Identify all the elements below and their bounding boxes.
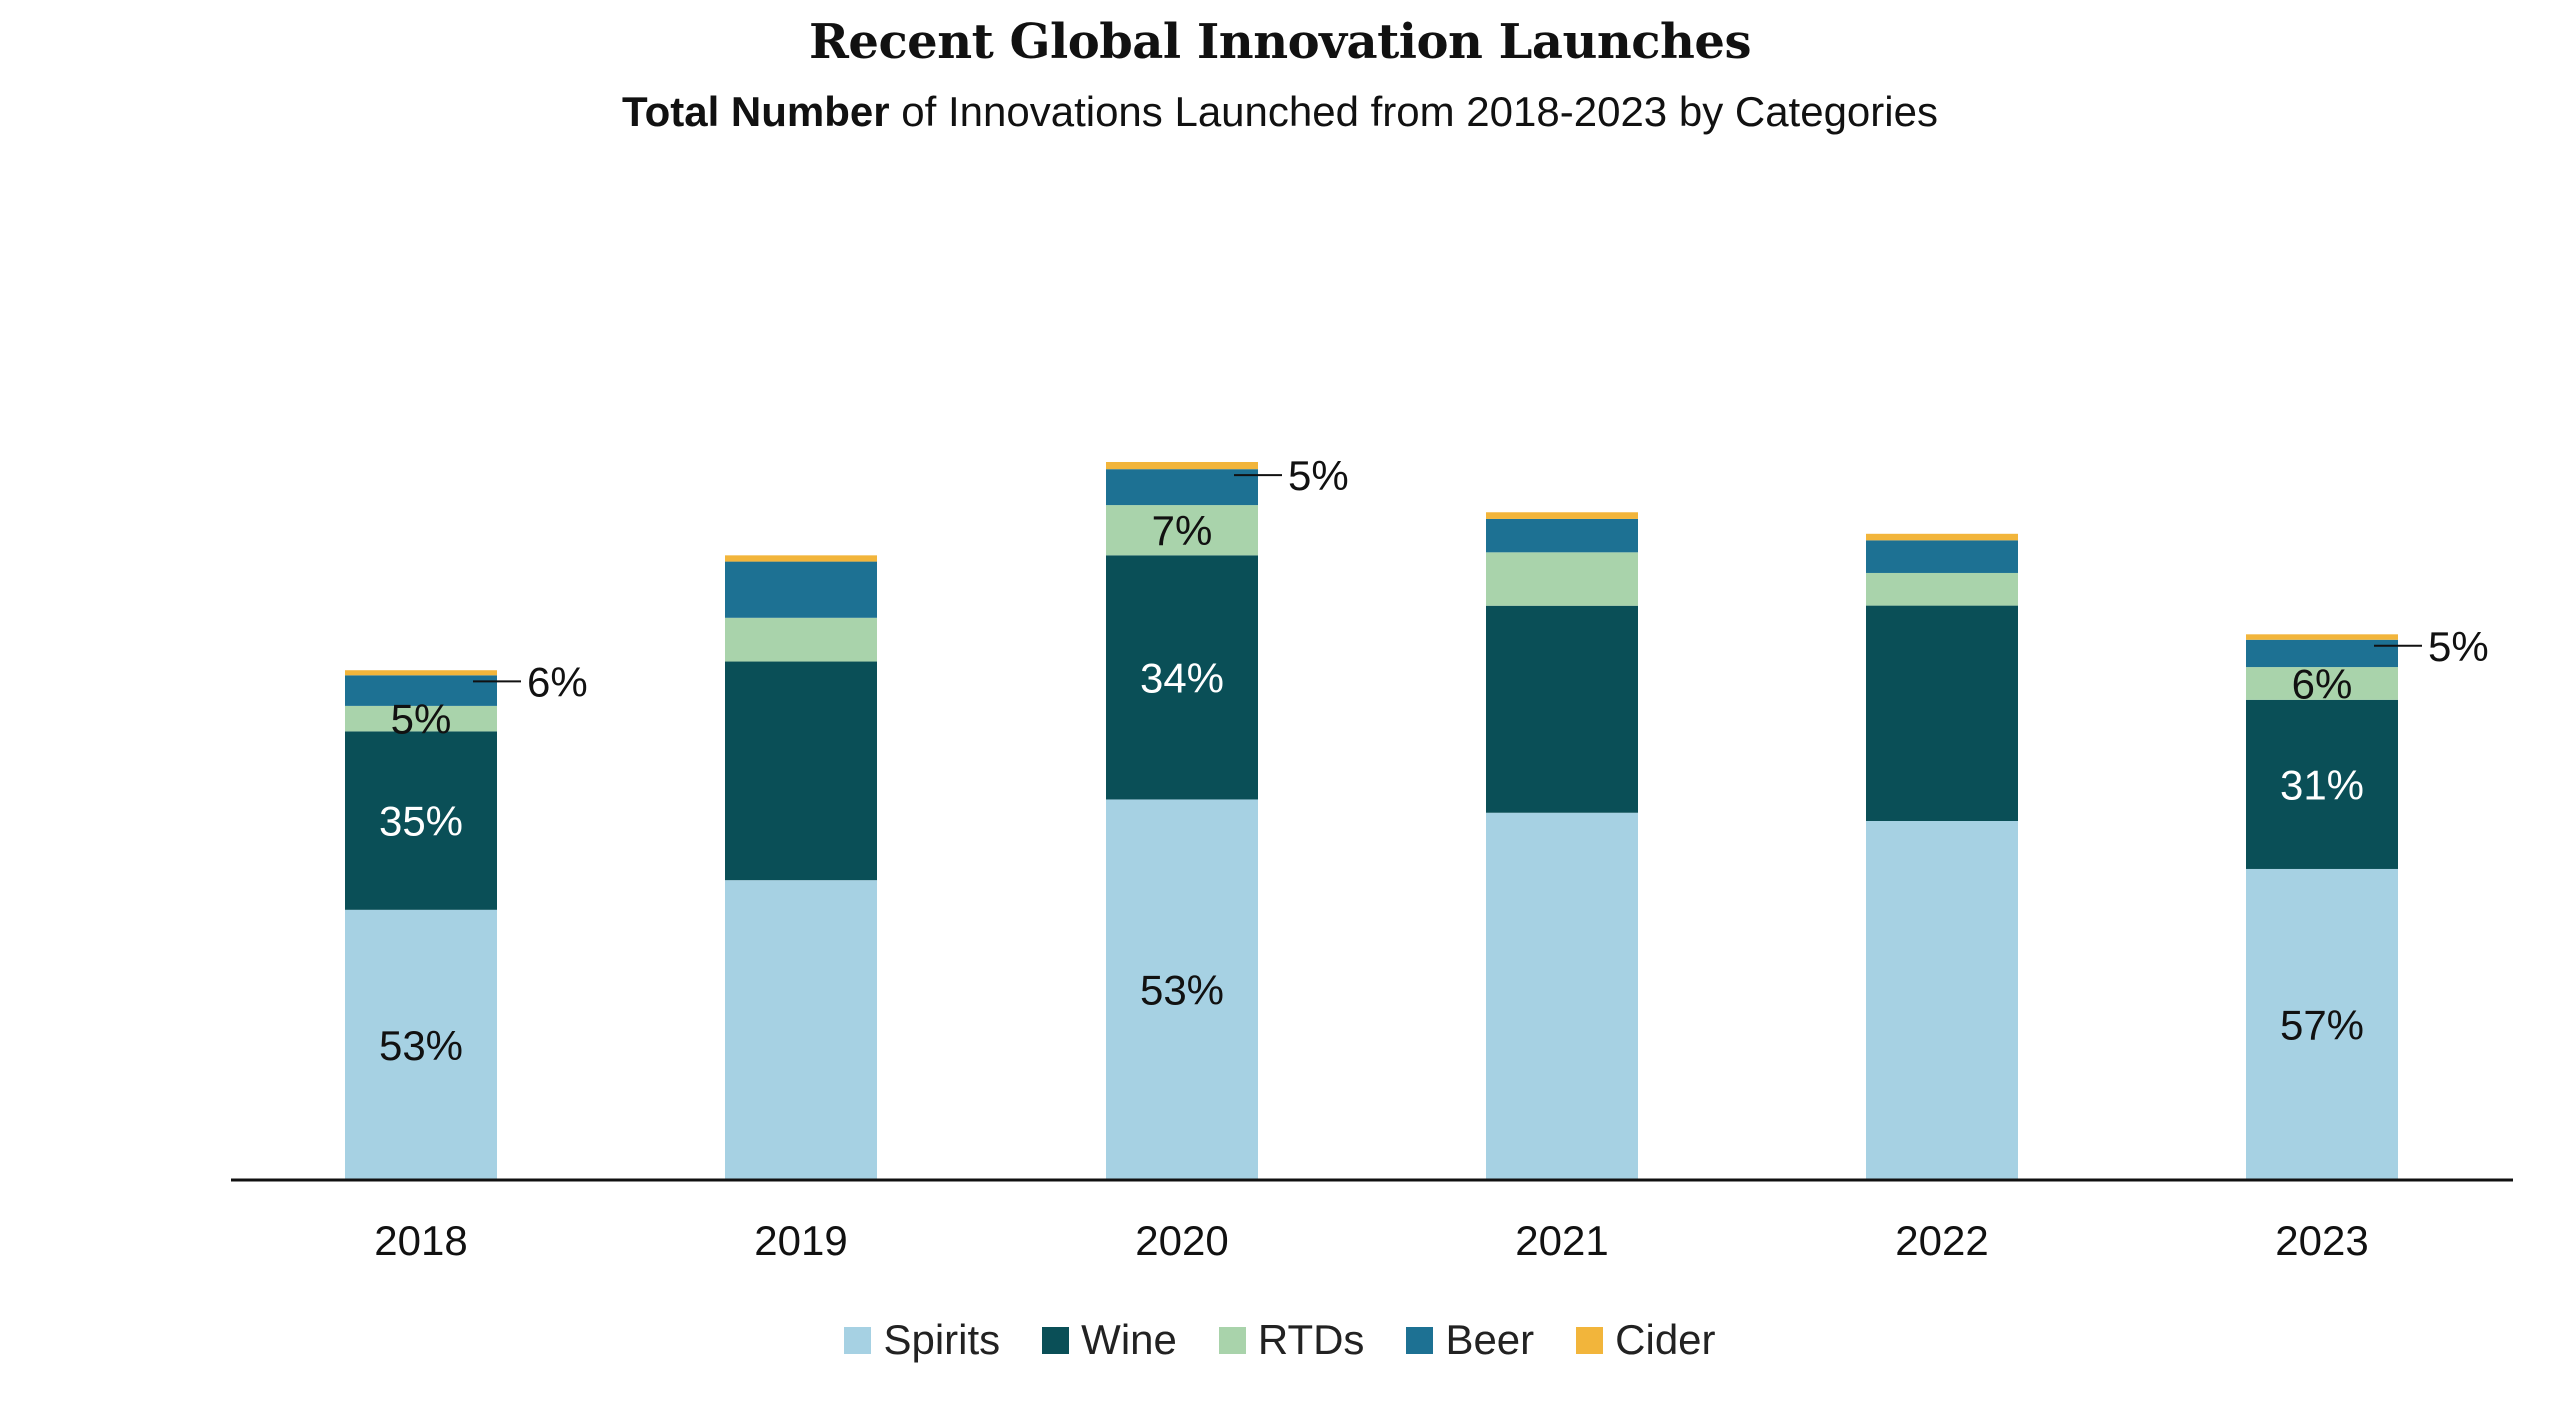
legend-item-cider: Cider xyxy=(1576,1316,1716,1364)
x-tick-label-2018: 2018 xyxy=(374,1217,467,1264)
data-label-2020-wine: 34% xyxy=(1140,654,1224,701)
data-label-2020-spirits: 53% xyxy=(1140,967,1224,1014)
bar-segment-2020-beer xyxy=(1106,469,1258,506)
bar-segment-2019-cider xyxy=(725,555,877,562)
subtitle-rest: of Innovations Launched from 2018-2023 b… xyxy=(889,88,1938,135)
bar-segment-2022-spirits xyxy=(1866,821,2018,1180)
legend-label-spirits: Spirits xyxy=(883,1316,1001,1363)
x-tick-label-2020: 2020 xyxy=(1135,1217,1228,1264)
legend-label-beer: Beer xyxy=(1445,1316,1535,1363)
bar-segment-2018-wine xyxy=(345,731,497,910)
bar-segment-2020-cider xyxy=(1106,462,1258,470)
legend-label-cider: Cider xyxy=(1615,1316,1716,1363)
legend-item-beer: Beer xyxy=(1406,1316,1534,1364)
data-label-2020-beer: 5% xyxy=(1288,452,1349,499)
x-tick-label-2022: 2022 xyxy=(1895,1217,1988,1264)
bar-segment-2022-cider xyxy=(1866,533,2018,541)
x-tick-label-2023: 2023 xyxy=(2275,1217,2368,1264)
bar-segment-2018-cider xyxy=(345,670,497,676)
bar-segment-2021-cider xyxy=(1486,512,1638,519)
legend-item-wine: Wine xyxy=(1042,1316,1177,1364)
bar-segment-2020-wine xyxy=(1106,555,1258,800)
bar-segment-2020-spirits xyxy=(1106,799,1258,1180)
data-label-2018-wine: 35% xyxy=(379,798,463,845)
subtitle-bold: Total Number xyxy=(622,88,890,135)
bar-segment-2022-wine xyxy=(1866,605,2018,821)
bar-segment-2019-beer xyxy=(725,561,877,618)
data-label-2023-wine: 31% xyxy=(2280,761,2364,808)
bar-segment-2023-spirits xyxy=(2246,868,2398,1180)
data-label-2018-beer: 6% xyxy=(527,658,588,705)
bar-segment-2020-rtds xyxy=(1106,505,1258,556)
bar-segment-2021-rtds xyxy=(1486,552,1638,606)
bar-segment-2018-rtds xyxy=(345,705,497,732)
bar-segment-2019-rtds xyxy=(725,617,877,662)
legend-label-rtds: RTDs xyxy=(1257,1316,1365,1363)
bar-segment-2021-spirits xyxy=(1486,812,1638,1180)
bar-segment-2018-beer xyxy=(345,675,497,706)
data-label-2023-spirits: 57% xyxy=(2280,1001,2364,1048)
x-tick-label-2021: 2021 xyxy=(1515,1217,1608,1264)
bar-segment-2021-beer xyxy=(1486,518,1638,553)
legend-swatch-wine xyxy=(1042,1326,1070,1354)
legend-label-wine: Wine xyxy=(1081,1316,1177,1363)
data-label-2020-rtds: 7% xyxy=(1152,507,1213,554)
legend-swatch-cider xyxy=(1576,1326,1604,1354)
bar-segment-2023-wine xyxy=(2246,699,2398,869)
legend-swatch-spirits xyxy=(844,1326,872,1354)
bar-segment-2021-wine xyxy=(1486,605,1638,813)
legend-swatch-beer xyxy=(1406,1326,1434,1354)
legend-item-rtds: RTDs xyxy=(1218,1316,1365,1364)
bar-segment-2022-beer xyxy=(1866,540,2018,573)
bar-segment-2018-spirits xyxy=(345,909,497,1180)
bar-segment-2019-spirits xyxy=(725,880,877,1180)
bar-segment-2022-rtds xyxy=(1866,572,2018,606)
bar-segment-2023-beer xyxy=(2246,639,2398,668)
x-tick-label-2019: 2019 xyxy=(754,1217,847,1264)
legend: Spirits Wine RTDs Beer Cider xyxy=(0,1316,2560,1364)
data-label-2018-spirits: 53% xyxy=(379,1022,463,1069)
chart-subtitle: Total Number of Innovations Launched fro… xyxy=(0,88,2560,136)
data-label-2023-beer: 5% xyxy=(2428,623,2489,670)
legend-swatch-rtds xyxy=(1218,1326,1246,1354)
chart-title: Recent Global Innovation Launches xyxy=(809,14,1751,70)
bar-segment-2023-rtds xyxy=(2246,667,2398,700)
bar-segment-2019-wine xyxy=(725,661,877,881)
legend-item-spirits: Spirits xyxy=(844,1316,1000,1364)
bar-segment-2023-cider xyxy=(2246,634,2398,640)
data-label-2023-rtds: 6% xyxy=(2292,660,2353,707)
data-label-2018-rtds: 5% xyxy=(391,696,452,743)
